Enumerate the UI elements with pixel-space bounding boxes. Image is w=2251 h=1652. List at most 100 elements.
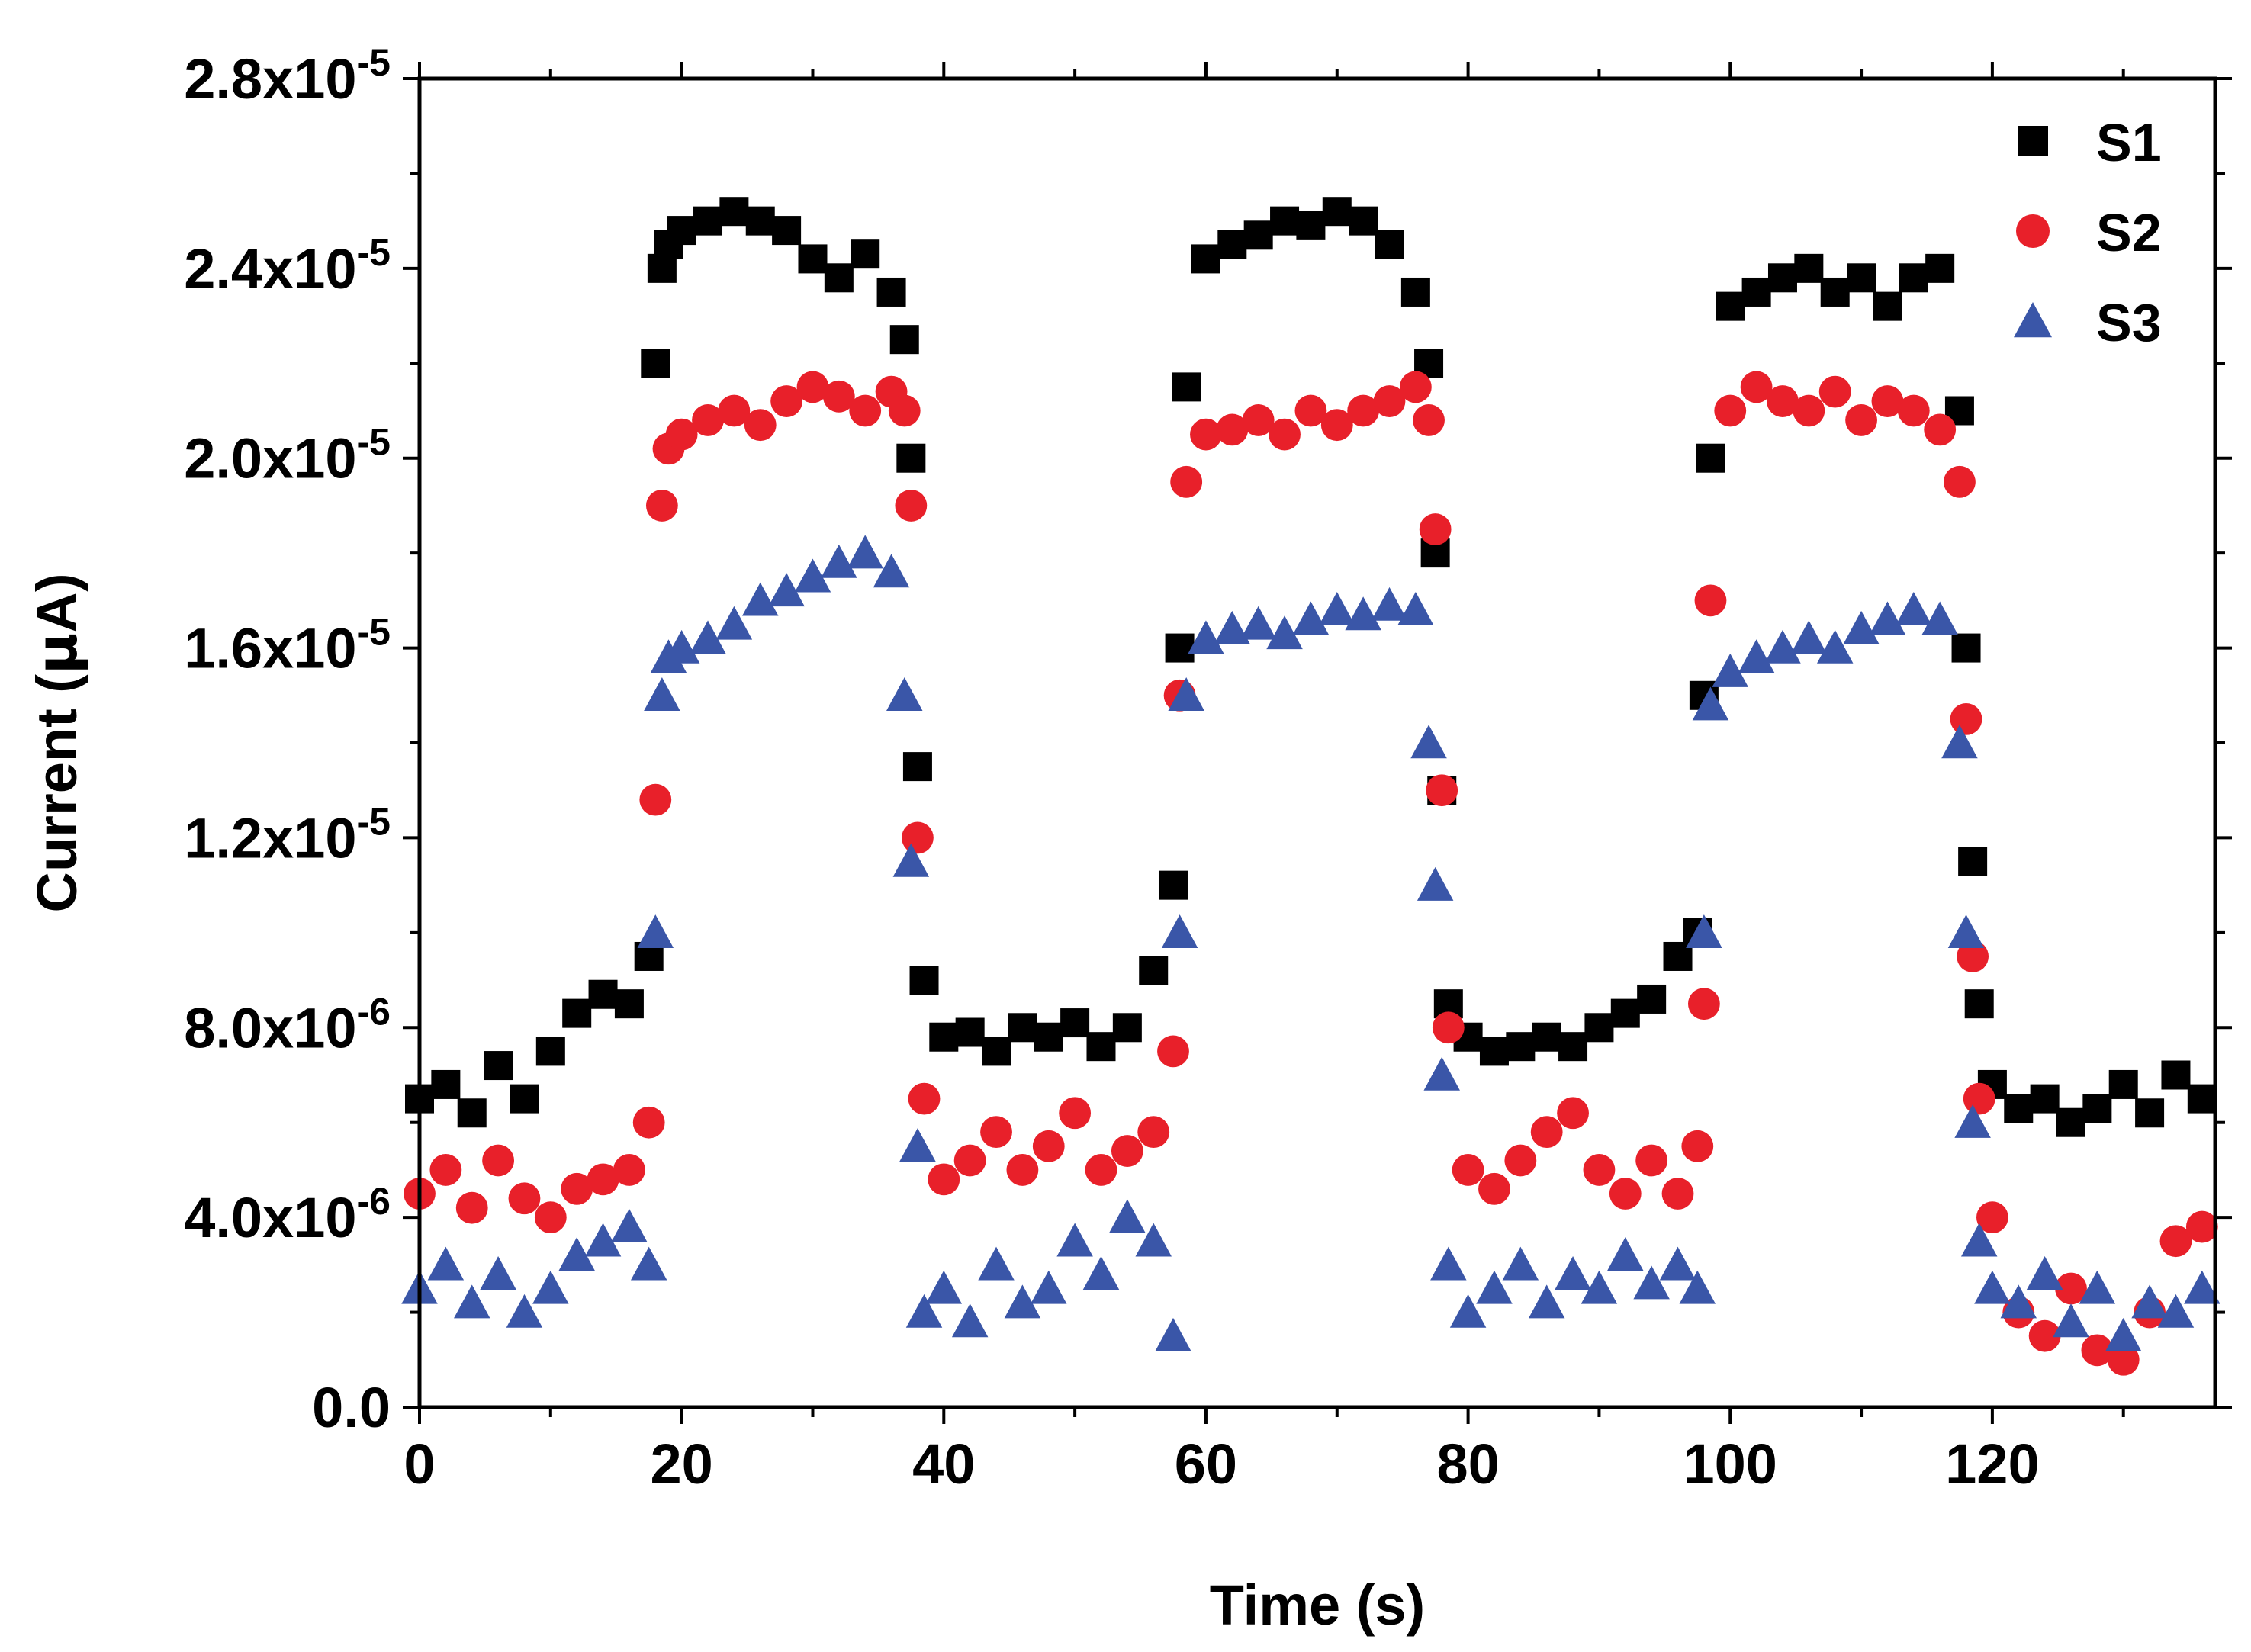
point-s1 — [510, 1084, 539, 1114]
point-s1 — [1349, 206, 1378, 236]
point-s3 — [905, 1294, 943, 1328]
point-s2 — [1504, 1144, 1537, 1177]
y-tick-label: 0.0 — [312, 1376, 391, 1439]
point-s1 — [614, 989, 644, 1019]
point-s2 — [1687, 988, 1720, 1020]
point-s2 — [1478, 1172, 1510, 1205]
point-s3 — [1410, 725, 1447, 759]
point-s1 — [909, 966, 939, 995]
point-s3 — [1031, 1270, 1067, 1304]
point-s2 — [1111, 1135, 1143, 1167]
point-s2 — [928, 1163, 960, 1196]
point-s3 — [1974, 1270, 2011, 1304]
point-s3 — [741, 582, 779, 616]
point-s3 — [1843, 610, 1880, 644]
point-s3 — [1082, 1256, 1120, 1290]
legend-marker-s2 — [2016, 214, 2050, 248]
x-tick-label: 20 — [650, 1432, 712, 1496]
point-s2 — [1242, 404, 1275, 436]
point-s2 — [508, 1182, 541, 1215]
y-tick-label: 2.8x10-5 — [184, 41, 391, 111]
point-s2 — [744, 409, 777, 442]
point-s3 — [1161, 914, 1198, 949]
point-s3 — [1921, 601, 1958, 635]
point-s1 — [667, 216, 696, 246]
point-s2 — [1452, 1154, 1484, 1186]
point-s2 — [895, 490, 928, 522]
point-s2 — [561, 1172, 593, 1205]
point-s3 — [821, 544, 857, 578]
y-axis-title: Current (μA) — [24, 574, 90, 913]
y-tick-label: 4.0x10-6 — [184, 1180, 391, 1249]
point-s2 — [1694, 584, 1727, 617]
point-s2 — [1294, 394, 1327, 427]
point-s2 — [1032, 1130, 1065, 1162]
point-s3 — [453, 1284, 490, 1319]
point-s1 — [1400, 277, 1430, 307]
point-s3 — [1371, 587, 1408, 621]
point-s2 — [639, 783, 672, 816]
point-s2 — [1419, 513, 1452, 545]
point-s2 — [1190, 418, 1222, 451]
point-s1 — [1008, 1013, 1037, 1043]
point-s1 — [902, 752, 932, 782]
point-s2 — [1583, 1154, 1616, 1186]
point-s1 — [641, 349, 670, 378]
point-s2 — [1059, 1097, 1092, 1130]
point-s3 — [1109, 1199, 1146, 1233]
point-s1 — [1532, 1022, 1561, 1052]
point-s3 — [1581, 1270, 1618, 1304]
series-s1 — [405, 197, 2217, 1137]
x-tick-label: 0 — [404, 1432, 435, 1496]
point-s3 — [1633, 1265, 1670, 1300]
x-tick-label: 120 — [1945, 1432, 2039, 1496]
point-s2 — [796, 371, 829, 403]
point-s2 — [2081, 1334, 2114, 1367]
point-s1 — [1873, 291, 1902, 321]
point-s3 — [951, 1303, 989, 1338]
point-s3 — [427, 1246, 465, 1281]
point-s3 — [978, 1246, 1015, 1281]
point-s3 — [1214, 610, 1251, 644]
point-s3 — [1896, 592, 1932, 625]
point-s3 — [925, 1270, 963, 1304]
point-s1 — [2082, 1094, 2112, 1123]
point-s1 — [1191, 244, 1220, 274]
point-s3 — [1430, 1246, 1467, 1281]
point-s1 — [1086, 1032, 1116, 1062]
point-s1 — [2187, 1084, 2217, 1114]
point-s1 — [889, 325, 919, 355]
point-s3 — [506, 1294, 543, 1328]
y-tick-label: 8.0x10-6 — [184, 990, 391, 1059]
point-s3 — [886, 677, 923, 711]
point-s3 — [2157, 1294, 2195, 1328]
point-s1 — [798, 244, 828, 274]
point-s1 — [431, 1069, 461, 1099]
point-s3 — [558, 1237, 595, 1271]
point-s1 — [1964, 989, 1994, 1019]
point-s2 — [1767, 385, 1799, 417]
point-s1 — [1034, 1022, 1063, 1052]
point-s3 — [1449, 1294, 1487, 1328]
point-s1 — [1741, 277, 1771, 307]
point-s1 — [1584, 1013, 1614, 1043]
point-s1 — [562, 998, 592, 1028]
point-s3 — [1764, 629, 1801, 664]
point-s3 — [1168, 677, 1204, 711]
point-s2 — [429, 1154, 462, 1186]
y-axis-title-rest: A) — [25, 574, 88, 633]
legend-label-s3: S3 — [2096, 293, 2162, 352]
point-s2 — [2159, 1225, 2192, 1258]
point-s3 — [1712, 653, 1748, 687]
point-s2 — [902, 821, 934, 854]
point-s2 — [1399, 371, 1432, 403]
point-s1 — [1716, 291, 1745, 321]
point-s2 — [888, 394, 921, 427]
point-s3 — [611, 1208, 648, 1242]
point-s2 — [587, 1163, 619, 1196]
point-s2 — [1957, 940, 1989, 972]
point-s1 — [1322, 197, 1352, 227]
point-s1 — [896, 443, 926, 473]
point-s3 — [1417, 866, 1454, 901]
point-s3 — [1659, 1246, 1696, 1281]
